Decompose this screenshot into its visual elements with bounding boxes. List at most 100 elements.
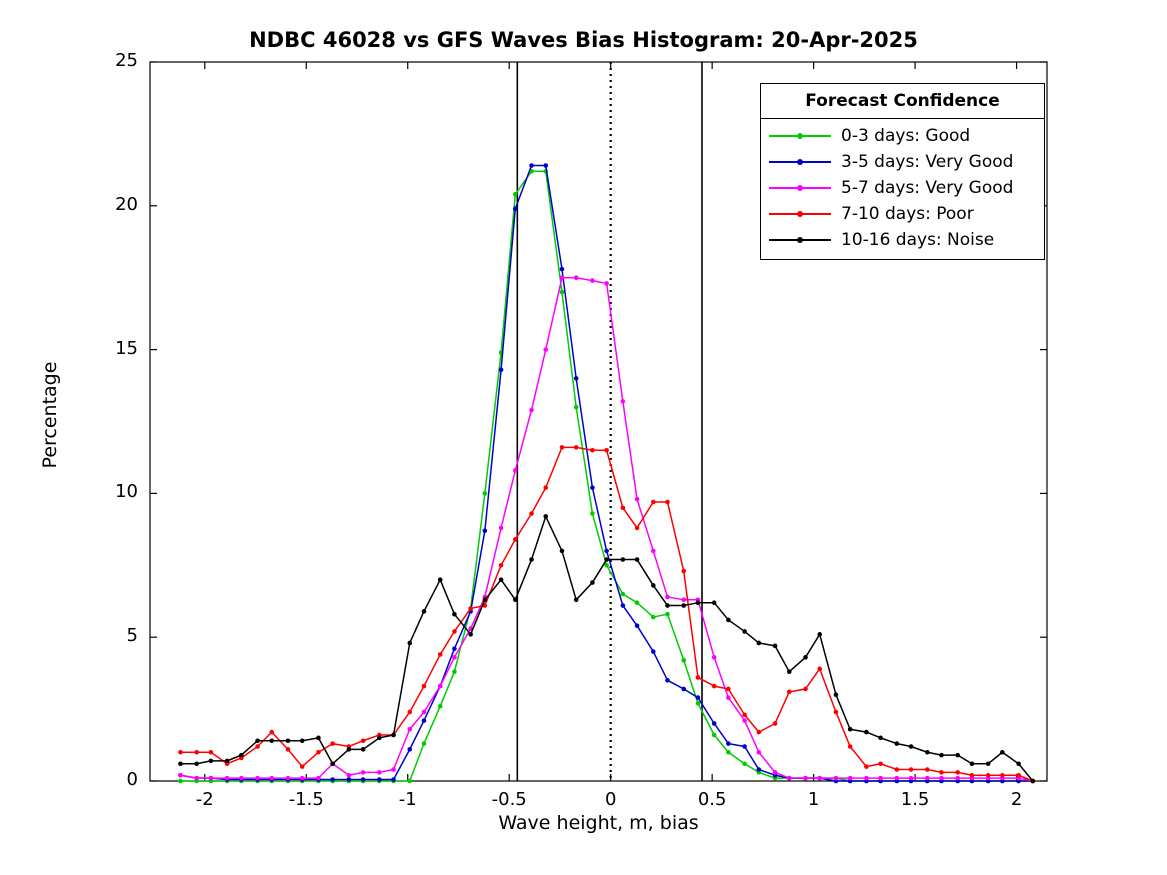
data-point <box>208 749 214 755</box>
data-point <box>468 606 473 611</box>
data-point <box>604 281 609 286</box>
plot-frame <box>149 61 1048 782</box>
legend-line-swatch-icon <box>769 233 831 247</box>
data-point <box>391 777 396 782</box>
series-line <box>180 170 1033 782</box>
x-tick-label: 2 <box>1010 789 1023 810</box>
data-point <box>299 775 305 781</box>
x-tick-label: 0.5 <box>697 789 727 810</box>
data-point <box>681 686 687 692</box>
data-point <box>573 275 579 281</box>
data-point <box>864 764 869 769</box>
chart-legend: Forecast Confidence 0-3 days: Good 3-5 da… <box>760 83 1045 260</box>
data-point <box>573 404 579 410</box>
data-point <box>908 744 914 749</box>
data-point <box>756 749 762 755</box>
data-point <box>529 511 534 516</box>
series-4 <box>178 445 1036 784</box>
data-point <box>543 514 549 519</box>
legend-entry-2[interactable]: 3-5 days: Very Good <box>761 149 1044 175</box>
data-point <box>559 289 565 295</box>
data-point <box>864 775 869 781</box>
data-point <box>908 775 914 781</box>
data-point <box>285 747 291 752</box>
data-point <box>620 603 626 608</box>
data-point <box>178 772 183 778</box>
data-point <box>559 266 565 272</box>
data-point <box>590 580 595 585</box>
data-point <box>939 775 944 781</box>
data-point <box>421 683 427 689</box>
legend-entry-1[interactable]: 0-3 days: Good <box>761 123 1044 149</box>
data-point <box>742 744 747 749</box>
data-point <box>711 721 717 726</box>
data-point <box>650 499 656 505</box>
data-point <box>529 407 534 413</box>
x-tick-label: 1 <box>807 789 820 810</box>
data-point <box>208 775 214 781</box>
data-point <box>634 525 640 531</box>
data-point <box>1000 772 1005 778</box>
data-point <box>985 761 991 767</box>
data-point <box>681 568 687 574</box>
data-point <box>969 761 975 767</box>
data-point <box>208 758 214 764</box>
data-point <box>346 777 352 782</box>
data-point <box>421 609 427 614</box>
data-point <box>437 577 443 582</box>
legend-entry-4[interactable]: 7-10 days: Poor <box>761 201 1044 227</box>
data-point <box>194 761 199 767</box>
data-point <box>847 726 853 732</box>
data-point <box>452 646 457 651</box>
data-point <box>924 775 930 781</box>
data-point <box>512 192 518 197</box>
data-point <box>786 669 792 675</box>
data-point <box>786 775 792 781</box>
data-point <box>985 772 991 778</box>
data-point <box>543 163 549 168</box>
data-point <box>360 738 366 744</box>
legend-items: 0-3 days: Good 3-5 days: Very Good 5-7 day… <box>761 119 1044 259</box>
data-point <box>864 729 869 735</box>
data-point <box>346 747 352 752</box>
data-point <box>559 548 565 554</box>
data-point <box>894 767 900 772</box>
data-point <box>665 603 670 608</box>
legend-entry-3[interactable]: 5-7 days: Very Good <box>761 175 1044 201</box>
data-point <box>711 732 717 738</box>
data-point <box>377 735 382 741</box>
y-tick-label: 25 <box>115 50 138 71</box>
data-point <box>803 655 808 660</box>
data-point <box>559 445 565 450</box>
data-point <box>590 278 595 283</box>
data-point <box>726 695 731 700</box>
data-point <box>650 649 656 654</box>
data-point <box>437 683 443 689</box>
data-point <box>498 367 504 373</box>
legend-entry-5[interactable]: 10-16 days: Noise <box>761 227 1044 253</box>
data-point <box>711 655 717 660</box>
data-point <box>803 686 808 692</box>
data-point <box>1016 761 1021 767</box>
data-point <box>590 485 595 490</box>
data-point <box>452 655 457 660</box>
data-point <box>665 611 670 617</box>
data-point <box>255 744 260 749</box>
data-point <box>512 537 518 542</box>
data-point <box>1000 749 1005 755</box>
data-point <box>559 275 565 281</box>
data-point <box>512 597 518 603</box>
data-point <box>742 629 747 634</box>
data-point <box>756 767 762 772</box>
data-point <box>650 583 656 588</box>
data-point <box>878 775 883 781</box>
legend-entry-label: 0-3 days: Good <box>841 126 971 146</box>
data-point <box>224 775 230 781</box>
data-point <box>742 712 747 718</box>
data-point <box>316 775 321 781</box>
data-point <box>695 600 701 605</box>
data-point <box>421 718 427 723</box>
data-point <box>543 347 549 352</box>
data-point <box>255 738 260 744</box>
data-point <box>590 447 595 453</box>
